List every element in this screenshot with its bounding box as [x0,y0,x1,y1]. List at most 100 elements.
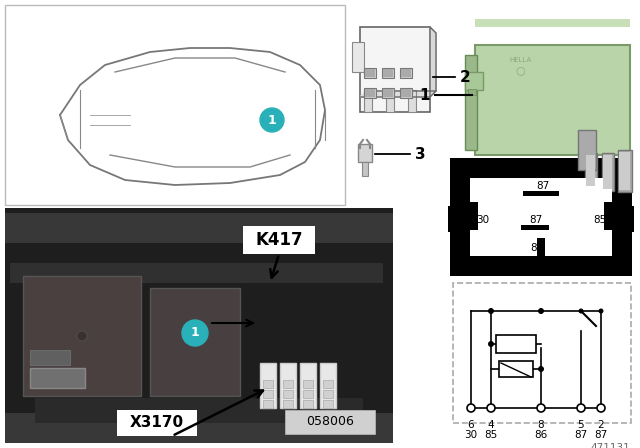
Bar [5,413,393,443]
Text: 3: 3 [415,146,426,161]
Circle shape [487,404,495,412]
Text: 2: 2 [460,69,471,85]
Text: 86: 86 [531,243,543,253]
Bar [300,363,316,408]
Bar [602,153,614,191]
Circle shape [182,320,208,346]
Bar [323,390,333,398]
Bar [523,191,559,196]
Bar [30,368,85,388]
Bar [400,88,412,98]
Bar [537,238,545,258]
Circle shape [467,404,475,412]
Text: 5: 5 [578,420,584,430]
Circle shape [488,308,494,314]
Bar [35,398,363,423]
Bar [323,400,333,408]
Bar [619,152,630,190]
Bar [303,380,313,388]
Text: 1: 1 [419,87,430,103]
Bar [475,19,630,27]
Bar [603,155,612,189]
Polygon shape [430,27,436,97]
Bar [383,69,393,77]
Circle shape [538,308,544,314]
Circle shape [260,108,284,132]
Text: 86: 86 [534,430,548,440]
Bar [453,283,631,423]
Bar [352,42,364,72]
Circle shape [577,404,585,412]
Bar [364,68,376,78]
Bar [618,150,632,192]
Bar [323,380,333,388]
Bar [280,363,296,408]
Bar [578,130,596,170]
Bar [465,72,483,90]
Circle shape [192,339,198,345]
Bar [360,27,430,112]
Bar [585,153,597,188]
Text: K417: K417 [255,231,303,249]
Bar [358,144,372,162]
Circle shape [537,404,545,412]
Bar [364,90,372,112]
Text: 471131: 471131 [590,443,630,448]
Bar [5,208,393,443]
Text: 87: 87 [595,430,607,440]
Bar [365,89,375,97]
Bar [382,88,394,98]
Bar [10,263,383,283]
Text: 30: 30 [476,215,489,225]
Bar [285,410,375,434]
Bar [283,380,293,388]
Bar [586,155,595,186]
Bar [364,88,376,98]
Bar [468,89,476,95]
Bar [470,202,478,230]
Bar [521,225,549,230]
Bar [243,226,315,254]
Text: 87: 87 [574,430,588,440]
Bar [383,89,393,97]
Circle shape [597,404,605,412]
Text: 87: 87 [529,215,543,225]
Bar [475,45,630,155]
Bar [283,390,293,398]
Bar [465,55,477,150]
Text: 058006: 058006 [306,414,354,427]
Bar [117,410,197,436]
Bar [303,390,313,398]
Text: 85: 85 [593,215,606,225]
Circle shape [579,309,584,314]
Text: 8: 8 [538,420,544,430]
Text: 87: 87 [536,181,550,191]
Text: 6: 6 [468,420,474,430]
Bar [450,158,632,276]
Text: 85: 85 [484,430,498,440]
Bar [320,363,336,408]
Polygon shape [360,91,436,97]
Bar [401,89,411,97]
Bar [614,206,634,232]
Bar [5,213,393,243]
Circle shape [488,341,494,347]
Bar [470,178,612,256]
Bar [303,400,313,408]
Bar [365,69,375,77]
Text: ○: ○ [515,65,525,75]
Bar [30,350,70,365]
Bar [400,68,412,78]
Bar [150,288,240,396]
Bar [5,5,345,205]
Bar [362,162,368,176]
Bar [382,68,394,78]
Bar [263,380,273,388]
Circle shape [77,331,87,341]
Bar [23,276,141,396]
Bar [283,400,293,408]
Bar [448,206,468,232]
Bar [499,361,533,377]
Bar [496,335,536,353]
Text: 30: 30 [465,430,477,440]
